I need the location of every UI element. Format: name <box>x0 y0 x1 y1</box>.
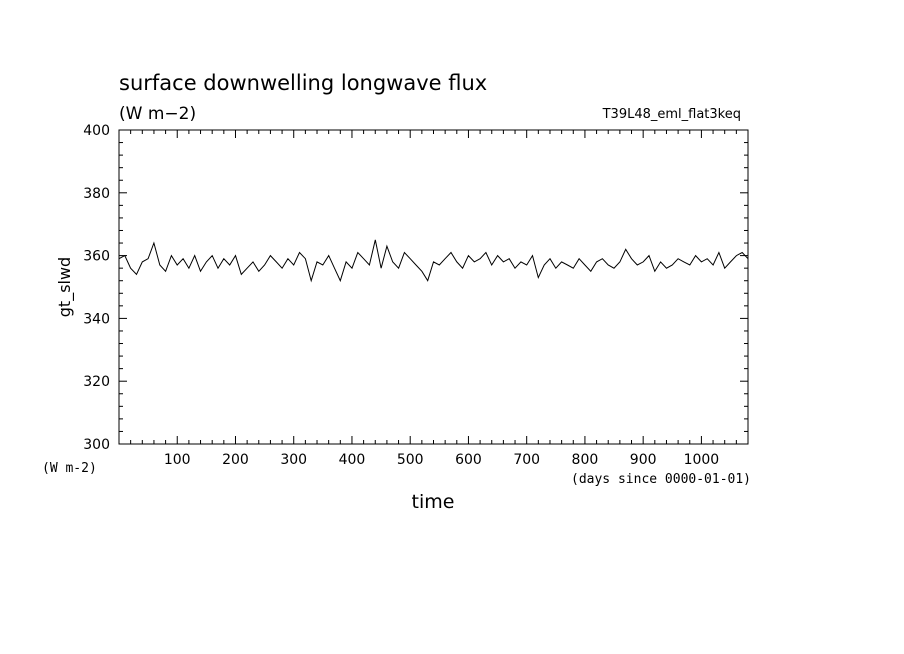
experiment-label: T39L48_eml_flat3keq <box>602 107 741 122</box>
x-unit-label: (days since 0000-01-01) <box>571 472 751 487</box>
chart-subtitle: (W m−2) <box>119 104 196 124</box>
y-axis-title: gt_slwd <box>55 257 75 317</box>
x-tick-label: 900 <box>630 452 657 468</box>
y-tick-labels: 300 320 340 360 380 400 <box>83 123 110 453</box>
chart-title: surface downwelling longwave flux <box>119 71 487 95</box>
x-tick-label: 200 <box>222 452 249 468</box>
x-tick-label: 100 <box>164 452 191 468</box>
x-tick-label: 700 <box>513 452 540 468</box>
y-tick-label: 320 <box>83 374 110 390</box>
series-line <box>118 239 749 283</box>
x-tick-label: 400 <box>339 452 366 468</box>
x-tick-label: 300 <box>280 452 307 468</box>
y-tick-label: 300 <box>83 437 110 453</box>
y-tick-label: 400 <box>83 123 110 139</box>
x-tick-label: 500 <box>397 452 424 468</box>
x-tick-label: 1000 <box>684 452 720 468</box>
x-tick-label: 600 <box>455 452 482 468</box>
x-tick-labels: 100 200 300 400 500 600 700 800 900 1000 <box>164 452 719 468</box>
x-tick-label: 800 <box>572 452 599 468</box>
axis-ticks <box>119 130 748 444</box>
plot-frame <box>118 129 749 445</box>
y-tick-label: 380 <box>83 186 110 202</box>
y-tick-label: 360 <box>83 249 110 265</box>
x-axis-title: time <box>412 491 455 513</box>
y-unit-label: (W m-2) <box>42 461 97 476</box>
y-tick-label: 340 <box>83 311 110 327</box>
